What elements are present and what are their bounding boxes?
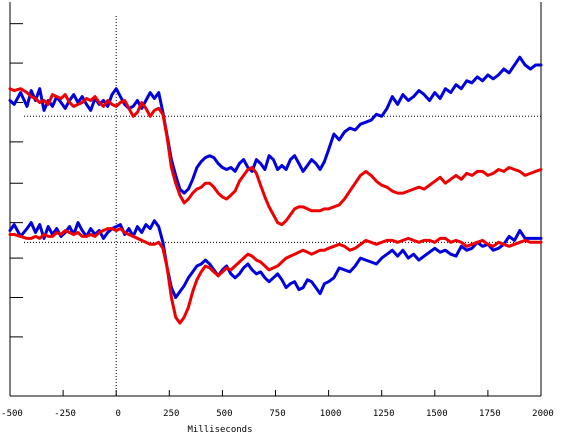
x-tick-label: 750 <box>269 409 285 419</box>
x-tick-label: -500 <box>1 409 23 419</box>
x-tick-labels: -500 -250 0 250 500 750 1000 1250 1500 1750 2000 <box>1 409 554 419</box>
x-tick-label: 1500 <box>426 409 448 419</box>
x-tick-label: 1750 <box>479 409 501 419</box>
x-tick-label: 1000 <box>320 409 342 419</box>
x-tick-label: 2000 <box>532 409 554 419</box>
x-tick-label: -250 <box>54 409 76 419</box>
x-tick-label: 1250 <box>373 409 395 419</box>
lower-red-series-line <box>8 227 543 325</box>
x-tick-label: 250 <box>163 409 179 419</box>
series-layer <box>8 55 543 325</box>
upper-red-series-line <box>8 87 543 227</box>
x-axis-title: Milliseconds <box>187 425 252 435</box>
axes <box>9 2 542 397</box>
x-tick-label: 500 <box>216 409 232 419</box>
reference-lines <box>24 16 541 396</box>
x-tick-label: 0 <box>115 409 120 419</box>
